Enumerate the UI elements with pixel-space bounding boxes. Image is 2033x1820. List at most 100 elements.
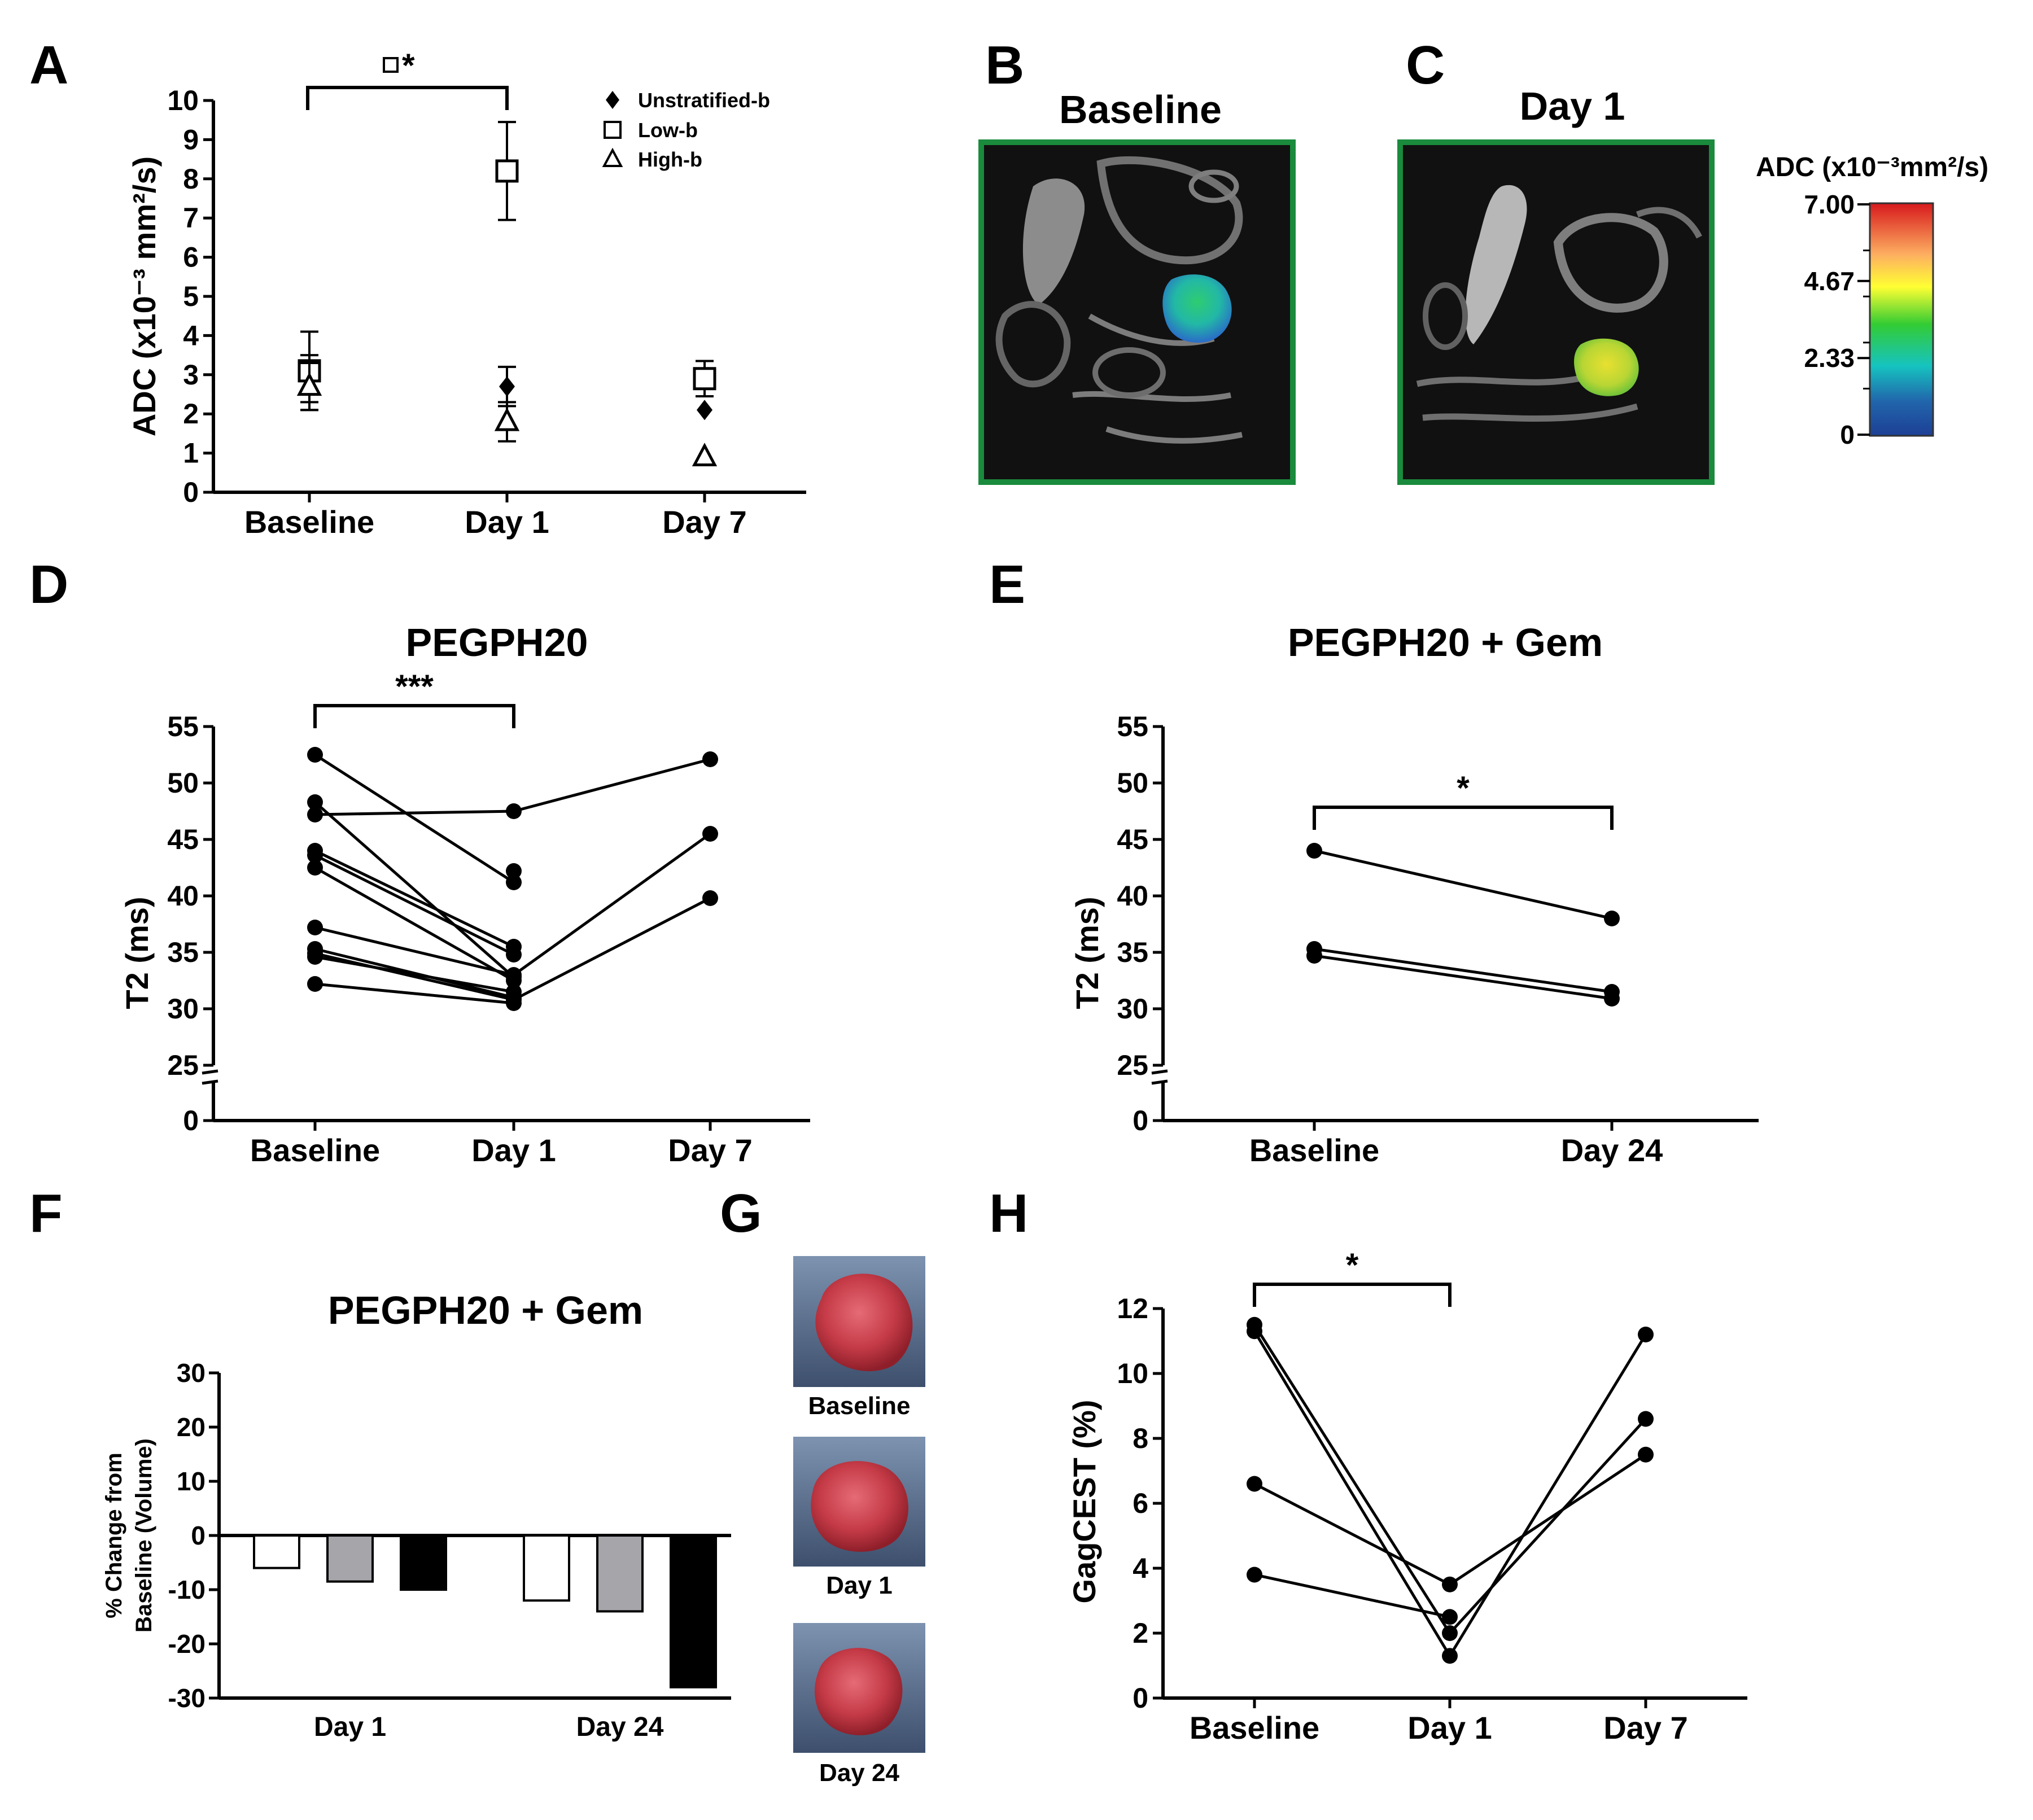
colorbar-title: ADC (x10⁻³mm²/s) (1756, 152, 1988, 182)
mri-frame-day1 (1397, 139, 1715, 485)
series-line (314, 982, 514, 1005)
y-tick-label: 55 (167, 711, 199, 742)
legend-marker-unstratified-b (606, 91, 619, 109)
x-tick-label: Day 7 (668, 1132, 752, 1168)
legend-marker-low-b (604, 121, 622, 139)
series-line (1253, 1453, 1647, 1586)
x-tick-label: Day 7 (662, 504, 746, 540)
legend-label: Low-b (638, 119, 698, 142)
mri-anatomy-day1 (1416, 185, 1702, 422)
data-point (1604, 991, 1620, 1007)
significance-bracket (1253, 1283, 1451, 1307)
y-axis-label-line1: % Change from (102, 1453, 126, 1618)
y-tick-label: 45 (1117, 824, 1148, 855)
y-tick-label: 8 (183, 163, 199, 195)
render-label-day1: Day 1 (826, 1572, 892, 1599)
data-point (1638, 1411, 1654, 1427)
bar (670, 1534, 717, 1688)
y-tick-label: 6 (183, 242, 199, 273)
tumor-overlay-day1 (1574, 338, 1639, 396)
data-point (702, 890, 718, 906)
tumor-3d-renders: Baseline Day 1 Day 24 (793, 1256, 925, 1787)
panel-label-b: B (985, 35, 1024, 95)
y-tick-label: 30 (177, 1358, 206, 1388)
data-point (307, 976, 323, 992)
y-tick-label: 30 (167, 993, 199, 1025)
bar (253, 1534, 300, 1569)
y-tick-label: 30 (1117, 993, 1148, 1025)
significance-label: * (402, 47, 415, 84)
series-line (314, 849, 515, 948)
marker-high-b (494, 407, 520, 431)
data-point (1604, 911, 1620, 926)
x-tick-label: Day 1 (314, 1712, 386, 1742)
marker-low-b (693, 367, 716, 391)
y-tick-label: 2 (183, 398, 199, 430)
series-line (1314, 954, 1612, 1000)
panel-label-f: F (29, 1183, 63, 1244)
chart-title: PEGPH20 + Gem (328, 1288, 643, 1332)
y-tick-label: 35 (1117, 937, 1148, 968)
y-tick-label: 6 (1133, 1488, 1148, 1519)
marker-unstratified-b (697, 400, 712, 421)
y-tick-label: 50 (167, 767, 199, 799)
x-tick-label: Day 24 (1561, 1132, 1663, 1168)
colorbar-tick-label: 4.67 (1804, 266, 1855, 296)
y-tick-label: 10 (167, 85, 199, 116)
y-tick-label: 0 (191, 1521, 206, 1550)
series-line (1254, 1573, 1450, 1618)
panel-label-c: C (1406, 35, 1445, 95)
y-tick-label: 3 (183, 359, 199, 391)
colorbar-gradient (1869, 202, 1934, 437)
y-tick-label: -20 (168, 1629, 206, 1659)
y-tick-label: 9 (183, 124, 199, 155)
data-point (1442, 1609, 1458, 1625)
tumor-render-baseline (815, 1274, 913, 1371)
data-point (506, 967, 522, 983)
data-point (1442, 1576, 1458, 1593)
data-point (506, 947, 522, 963)
y-axis-label: T2 (ms) (1069, 896, 1105, 1009)
series-line (314, 753, 515, 884)
y-tick-label: 55 (1117, 711, 1148, 742)
significance-bracket (1313, 806, 1614, 830)
legend-label: Unstratified-b (638, 89, 770, 112)
data-point (506, 995, 522, 1011)
render-label-day24: Day 24 (819, 1759, 899, 1787)
y-tick-label: 1 (183, 438, 199, 469)
data-point (506, 874, 522, 890)
panel-label-g: G (720, 1183, 762, 1244)
y-axis-label: T2 (ms) (119, 896, 155, 1009)
y-tick-label-zero: 0 (183, 1105, 199, 1136)
y-tick-label: 5 (183, 281, 199, 312)
chart-a-adc: 0 1 2 3 4 5 6 7 8 9 10 Baseline Day 1 Day 7 ADC (x10⁻³… (126, 47, 806, 540)
data-point (1306, 843, 1322, 859)
data-point (1247, 1567, 1262, 1583)
x-tick-label: Day 1 (1407, 1710, 1492, 1745)
y-tick-label: 45 (167, 824, 199, 855)
y-tick-label: 8 (1133, 1423, 1148, 1454)
tumor-render-day24 (815, 1648, 903, 1735)
y-tick-label: 10 (1117, 1358, 1148, 1389)
data-point (702, 826, 718, 842)
y-axis-label: ADC (x10⁻³ mm²/s) (126, 156, 162, 436)
series-line (314, 955, 514, 994)
data-point (506, 863, 522, 879)
data-point (506, 984, 522, 1000)
series-line (314, 866, 515, 982)
x-tick-label: Baseline (244, 504, 374, 540)
y-tick-label: -10 (168, 1575, 206, 1604)
colorbar-tick-label: 0 (1840, 420, 1855, 449)
panel-label-e: E (989, 554, 1025, 615)
bar (596, 1534, 644, 1613)
data-point (1247, 1476, 1262, 1492)
significance-marker-square (383, 57, 399, 73)
y-tick-label: -30 (168, 1683, 206, 1713)
significance-label: *** (395, 668, 434, 705)
y-axis-label: GagCEST (%) (1066, 1400, 1102, 1604)
colorbar: ADC (x10⁻³mm²/s) 7.00 4.67 2.33 0 (1756, 152, 1988, 449)
chart-d-t2-pegph20: PEGPH20 25 30 35 40 45 50 55 Baseline Day 1 Day 7 0… (119, 620, 810, 1168)
chart-h-gagcest: 0 2 4 6 8 10 12 Baseline Day 1 Day 7 GagCEST (%) * (1066, 1247, 1747, 1745)
legend-label: High-b (638, 148, 702, 171)
series-line (1314, 947, 1612, 994)
